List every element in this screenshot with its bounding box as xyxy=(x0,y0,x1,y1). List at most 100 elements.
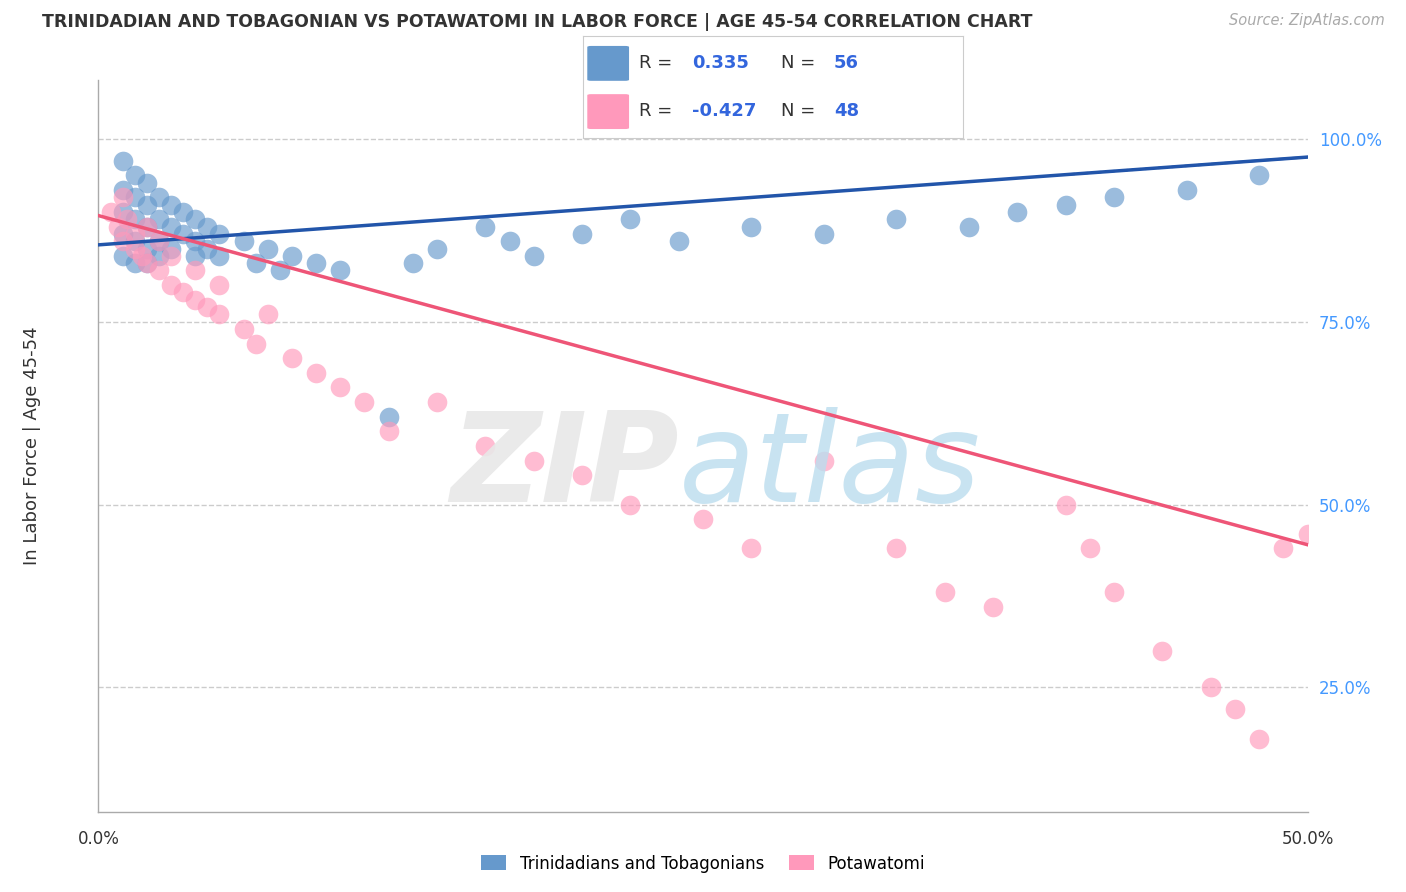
Point xyxy=(934,585,956,599)
Point xyxy=(100,205,122,219)
Point xyxy=(571,227,593,241)
Point xyxy=(148,234,170,248)
Point xyxy=(195,219,218,234)
Text: N =: N = xyxy=(780,102,815,120)
Point xyxy=(184,249,207,263)
Point xyxy=(172,227,194,241)
Point xyxy=(232,234,254,248)
Point xyxy=(813,453,835,467)
Point xyxy=(107,219,129,234)
Point xyxy=(111,249,134,263)
Text: atlas: atlas xyxy=(679,408,981,528)
Point xyxy=(619,498,641,512)
Point xyxy=(281,351,304,366)
Text: -0.427: -0.427 xyxy=(692,102,756,120)
Text: TRINIDADIAN AND TOBAGONIAN VS POTAWATOMI IN LABOR FORCE | AGE 45-54 CORRELATION : TRINIDADIAN AND TOBAGONIAN VS POTAWATOMI… xyxy=(42,13,1032,31)
Point xyxy=(886,541,908,556)
Point xyxy=(124,212,146,227)
Point xyxy=(208,278,231,293)
Text: 0.0%: 0.0% xyxy=(77,830,120,848)
Point xyxy=(172,285,194,300)
Point xyxy=(135,256,157,270)
Point xyxy=(111,227,134,241)
Point xyxy=(135,219,157,234)
Point xyxy=(1054,197,1077,211)
Point xyxy=(124,190,146,204)
Point xyxy=(160,278,183,293)
Point xyxy=(886,212,908,227)
Point xyxy=(474,219,496,234)
Point xyxy=(135,242,157,256)
Point xyxy=(111,153,134,168)
Point xyxy=(668,234,690,248)
Point xyxy=(160,242,183,256)
Point xyxy=(1272,541,1295,556)
Point xyxy=(1078,541,1101,556)
Point xyxy=(148,212,170,227)
Point xyxy=(305,366,328,380)
Point xyxy=(813,227,835,241)
Point xyxy=(1249,169,1271,183)
Point xyxy=(692,512,714,526)
Point xyxy=(135,219,157,234)
Point xyxy=(184,263,207,277)
Point xyxy=(245,256,267,270)
Point xyxy=(957,219,980,234)
Point xyxy=(426,395,449,409)
Point xyxy=(148,234,170,248)
Point xyxy=(124,242,146,256)
Point xyxy=(1054,498,1077,512)
Point xyxy=(1102,585,1125,599)
Point xyxy=(256,242,278,256)
Text: R =: R = xyxy=(638,54,672,72)
Point xyxy=(305,256,328,270)
Point xyxy=(571,468,593,483)
Text: 48: 48 xyxy=(834,102,859,120)
Point xyxy=(740,541,762,556)
Point xyxy=(124,234,146,248)
Point xyxy=(1296,526,1319,541)
Text: ZIP: ZIP xyxy=(450,408,679,528)
Point xyxy=(148,263,170,277)
Text: R =: R = xyxy=(638,102,672,120)
Point xyxy=(1199,681,1222,695)
Point xyxy=(1249,731,1271,746)
Point xyxy=(619,212,641,227)
Point xyxy=(184,293,207,307)
Text: Source: ZipAtlas.com: Source: ZipAtlas.com xyxy=(1229,13,1385,29)
Point xyxy=(160,219,183,234)
Point xyxy=(256,307,278,321)
Point xyxy=(131,249,153,263)
Point xyxy=(111,183,134,197)
Point xyxy=(981,599,1004,614)
Legend: Trinidadians and Tobagonians, Potawatomi: Trinidadians and Tobagonians, Potawatomi xyxy=(475,848,931,880)
Point xyxy=(245,336,267,351)
Point xyxy=(135,197,157,211)
Point xyxy=(1175,183,1198,197)
Point xyxy=(208,307,231,321)
Point xyxy=(232,322,254,336)
Point xyxy=(184,234,207,248)
Point xyxy=(426,242,449,256)
Point xyxy=(353,395,375,409)
Point xyxy=(269,263,291,277)
Point xyxy=(208,227,231,241)
Point xyxy=(1102,190,1125,204)
Point xyxy=(111,234,134,248)
Point xyxy=(195,300,218,314)
Point xyxy=(111,205,134,219)
Point xyxy=(172,205,194,219)
Point xyxy=(208,249,231,263)
Point xyxy=(523,249,546,263)
Point xyxy=(402,256,425,270)
Text: In Labor Force | Age 45-54: In Labor Force | Age 45-54 xyxy=(22,326,41,566)
Point xyxy=(329,380,352,394)
Point xyxy=(160,249,183,263)
Point xyxy=(740,219,762,234)
Point xyxy=(135,176,157,190)
Point xyxy=(474,439,496,453)
Point xyxy=(281,249,304,263)
Point xyxy=(117,212,139,227)
Point xyxy=(111,190,134,204)
Point xyxy=(160,197,183,211)
